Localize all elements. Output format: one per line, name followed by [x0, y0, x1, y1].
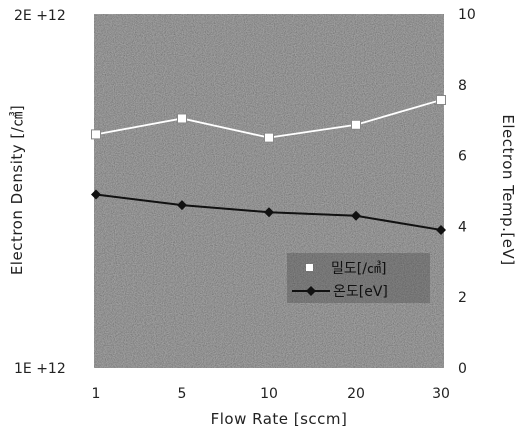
series-temp-point [264, 207, 274, 218]
legend: 밀도[/㎤] 온도[eV] [287, 253, 430, 303]
y-right-tick-label: 0 [458, 361, 467, 377]
series-density-point [91, 129, 101, 140]
x-tick-label: 1 [92, 386, 101, 402]
y-right-axis-label: Electron Temp.[eV] [499, 114, 517, 265]
y-left-tick-bottom: 1E +12 [14, 361, 66, 377]
x-tick-label: 20 [347, 386, 365, 402]
series-temp-point [351, 210, 361, 221]
y-right-tick-label: 4 [458, 219, 467, 235]
series-density-point [436, 95, 446, 106]
x-tick-label: 30 [432, 386, 450, 402]
y-right-tick-label: 6 [458, 149, 467, 165]
plot-texture [94, 14, 444, 368]
series-temp-point [436, 224, 446, 235]
y-right-tick-label: 2 [458, 290, 467, 306]
x-tick-label: 10 [260, 386, 278, 402]
legend-density-label: 밀도[/㎤] [331, 261, 386, 277]
y-left-axis-label: Electron Density [/㎤] [8, 105, 26, 275]
series-density-point [264, 132, 274, 143]
y-right-tick-label: 10 [458, 7, 476, 23]
x-tick-label: 5 [178, 386, 187, 402]
series-layer [91, 95, 446, 235]
x-axis-label: Flow Rate [sccm] [211, 410, 348, 428]
series-temp-point [177, 200, 187, 211]
x-ticks: 1 5 10 20 30 [92, 386, 450, 402]
series-density-point [177, 113, 187, 124]
y-left-tick-top: 2E +12 [14, 8, 66, 24]
series-density-point [351, 119, 361, 130]
legend-temp-label: 온도[eV] [333, 284, 388, 300]
legend-temp-marker [306, 286, 316, 296]
series-temp-point [91, 189, 101, 200]
y-right-ticks: 10 8 6 4 2 0 [458, 7, 476, 377]
legend-density-marker [306, 264, 313, 271]
y-right-tick-label: 8 [458, 78, 467, 94]
